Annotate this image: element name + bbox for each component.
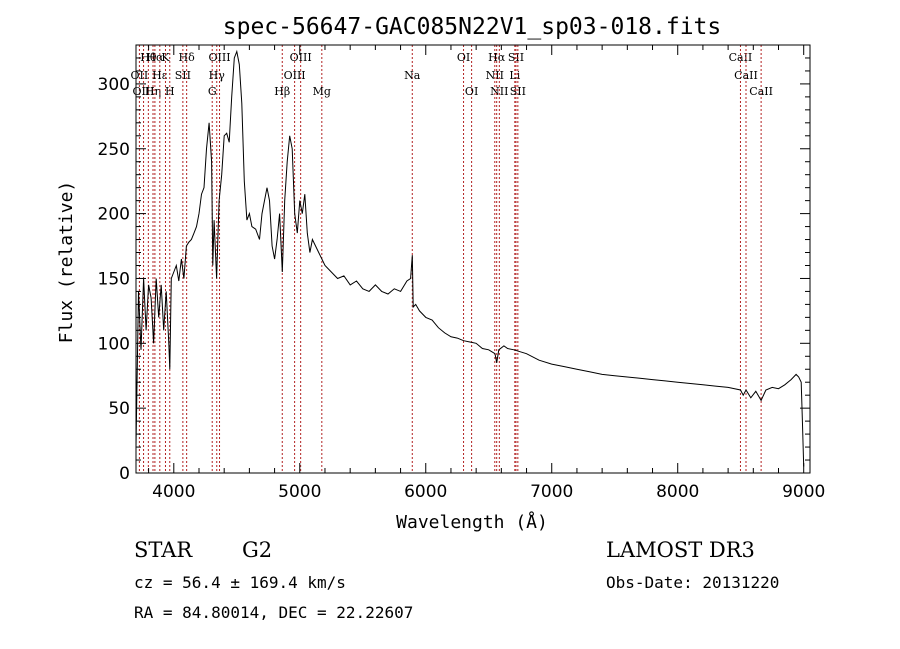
coordinates: RA = 84.80014, DEC = 22.22607 [134,603,414,622]
x-tick-label: 7000 [530,482,573,502]
x-axis: 4000 5000 6000 7000 8000 9000 [148,45,825,502]
x-axis-label: Wavelength (Å) [396,511,548,533]
line-marker-label: Li [509,69,520,82]
x-tick-label: 5000 [278,482,321,502]
x-tick-label: 4000 [152,482,195,502]
y-tick-label: 200 [98,205,130,225]
line-marker-label: CaII [749,85,773,98]
y-tick-label: 250 [98,140,130,160]
y-tick-label: 50 [108,399,130,419]
line-marker-label: Hε [152,69,168,82]
line-marker-label: OI [457,51,470,64]
y-tick-label: 300 [98,75,130,95]
y-tick-label: 100 [98,334,130,354]
redshift-cz: cz = 56.4 ± 169.4 km/s [134,573,346,592]
line-marker-label: G [208,85,217,98]
y-tick-label: 150 [98,269,130,289]
line-marker-label: Mg [313,85,331,98]
x-tick-label: 6000 [404,482,447,502]
flux-series-line [135,49,805,467]
line-marker-label: Hγ [209,69,226,82]
chart-title: spec-56647-GAC085N22V1_sp03-018.fits [223,14,722,40]
line-marker-label: CaII [734,69,758,82]
line-marker-label: Na [404,69,421,82]
spectral-line-markers: OIIOIIIHθHηHαHεKHSIIHδGHγOIIIHβOIIIOIIIM… [131,45,773,473]
observation-date: Obs-Date: 20131220 [606,573,780,592]
plot-frame [135,44,811,474]
line-marker-label: SII [508,51,524,64]
object-class: STAR [134,538,193,562]
line-marker-label: OIII [133,85,155,98]
line-marker-label: NII [490,85,508,98]
line-marker-label: Hδ [179,51,196,64]
y-tick-label: 0 [119,464,130,484]
line-marker-label: Hβ [274,85,290,98]
object-subclass: G2 [242,538,273,562]
y-axis-label: Flux (relative) [56,181,77,344]
line-marker-label: OIII [290,51,312,64]
line-marker-label: SII [510,85,526,98]
y-axis: 0 50 100 150 200 250 300 [98,57,810,484]
line-marker-label: NII [486,69,504,82]
line-marker-label: H [165,85,175,98]
line-marker-label: K [161,51,170,64]
line-marker-label: SII [175,69,191,82]
line-marker-label: OIII [284,69,306,82]
line-marker-label: Hη [145,85,161,98]
x-tick-label: 8000 [656,482,699,502]
line-marker-label: OIII [208,51,230,64]
survey-name: LAMOST DR3 [606,538,755,562]
line-marker-label: OI [465,85,478,98]
line-marker-label: CaII [729,51,753,64]
line-marker-label: Hα [488,51,506,64]
x-tick-label: 9000 [782,482,825,502]
